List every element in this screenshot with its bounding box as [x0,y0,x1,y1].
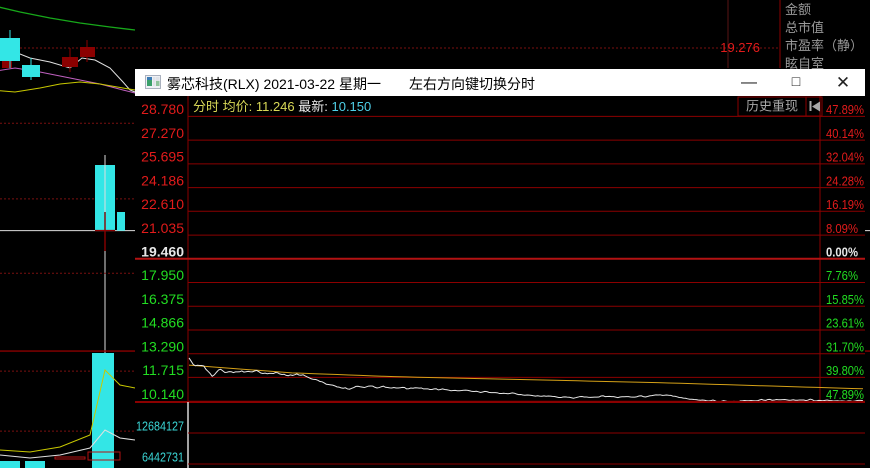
svg-text:12684127: 12684127 [136,419,184,434]
svg-text:14.866: 14.866 [141,315,184,331]
svg-text:31.70%: 31.70% [826,339,864,354]
svg-text:6442731: 6442731 [142,450,184,465]
svg-text:16.375: 16.375 [141,291,184,307]
svg-text:历史重现: 历史重现 [746,99,798,114]
svg-text:0.00%: 0.00% [826,245,858,260]
svg-text:39.80%: 39.80% [826,363,864,378]
svg-text:19.276: 19.276 [720,40,760,55]
svg-text:10.140: 10.140 [141,386,184,402]
svg-text:金额: 金额 [785,2,811,17]
svg-text:市盈率（静）: 市盈率（静） [785,38,863,53]
svg-text:24.186: 24.186 [141,172,184,188]
svg-text:27.270: 27.270 [141,125,184,141]
svg-text:17.950: 17.950 [141,267,184,283]
svg-text:分时 均价: 11.246 最新: 10.150: 分时 均价: 11.246 最新: 10.150 [193,99,371,114]
svg-text:7.76%: 7.76% [826,268,858,283]
svg-text:40.14%: 40.14% [826,126,864,141]
svg-text:47.89%: 47.89% [826,102,864,117]
svg-text:22.610: 22.610 [141,196,184,212]
svg-text:32.04%: 32.04% [826,150,864,165]
svg-text:28.780: 28.780 [141,101,184,117]
svg-text:23.61%: 23.61% [826,316,864,331]
svg-text:24.28%: 24.28% [826,173,864,188]
svg-text:13.290: 13.290 [141,338,184,354]
svg-text:16.19%: 16.19% [826,197,864,212]
svg-text:25.695: 25.695 [141,149,184,165]
svg-text:8.09%: 8.09% [826,221,858,236]
svg-text:11.715: 11.715 [142,362,184,378]
svg-text:总市值: 总市值 [785,20,824,35]
svg-text:21.035: 21.035 [141,220,184,236]
svg-text:19.460: 19.460 [141,244,184,260]
svg-text:15.85%: 15.85% [826,292,864,307]
